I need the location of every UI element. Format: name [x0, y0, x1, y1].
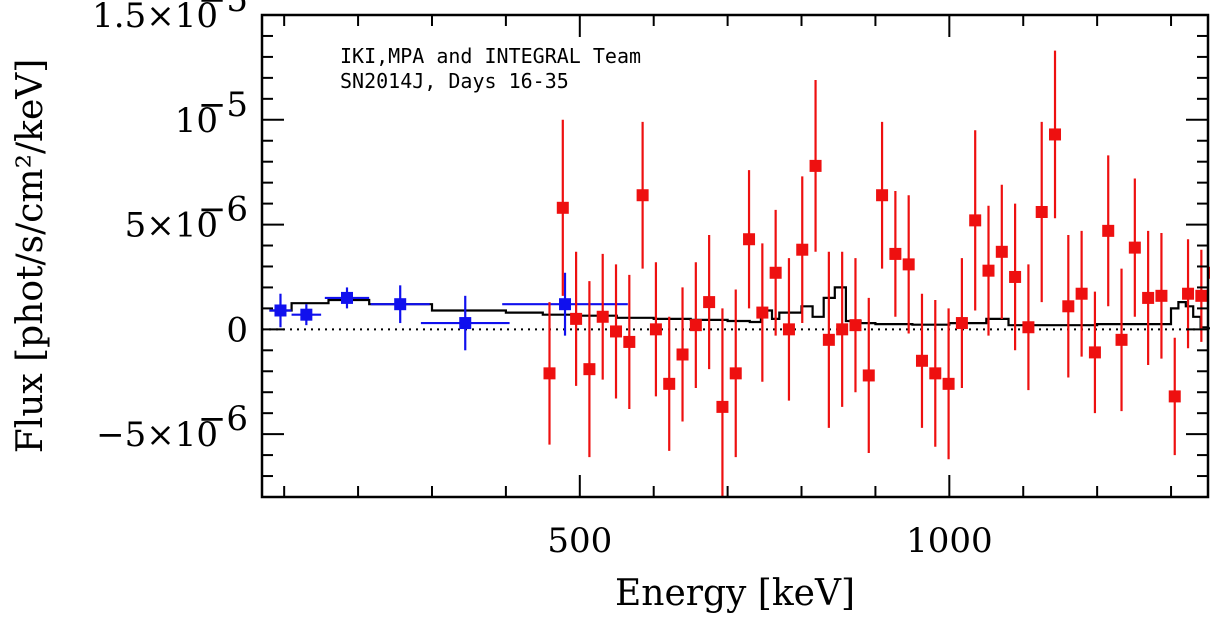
red-data-point	[663, 377, 676, 390]
red-data-point	[809, 159, 822, 172]
y-tick-label: 5×10	[125, 206, 218, 246]
blue-data-point	[459, 317, 472, 330]
red-data-point	[1022, 321, 1035, 334]
red-data-point	[1115, 333, 1128, 346]
red-data-point	[1195, 289, 1208, 302]
red-data-point	[703, 296, 716, 309]
y-tick-exponent: −5	[198, 0, 248, 20]
red-data-point	[543, 367, 556, 380]
axis-ticks	[262, 14, 1208, 497]
red-data-point	[876, 189, 889, 202]
red-data-point	[995, 245, 1008, 258]
red-data-point	[796, 243, 809, 256]
red-data-point	[636, 189, 649, 202]
red-data-point	[769, 266, 782, 279]
red-data-point	[596, 310, 609, 323]
annotation-team: IKI,MPA and INTEGRAL Team	[340, 44, 641, 68]
blue-data-point	[394, 298, 407, 311]
red-data-point	[1062, 300, 1075, 313]
red-series	[543, 50, 1210, 497]
red-data-point	[1128, 241, 1141, 254]
y-tick-exponent: −6	[198, 399, 248, 439]
red-data-point	[1102, 224, 1115, 237]
red-data-point	[583, 363, 596, 376]
red-data-point	[955, 317, 968, 330]
blue-data-point	[340, 291, 353, 304]
y-axis-title: Flux [phot/s/cm²/keV]	[10, 59, 51, 454]
red-data-point	[1049, 128, 1062, 141]
y-tick-label: 0	[226, 310, 248, 350]
red-data-point	[1035, 205, 1048, 218]
red-data-point	[889, 247, 902, 260]
red-data-point	[1009, 270, 1022, 283]
red-data-point	[556, 201, 569, 214]
x-tick-label: 1000	[906, 521, 993, 561]
red-data-point	[743, 233, 756, 246]
annotation-target: SN2014J, Days 16-35	[340, 69, 569, 93]
red-data-point	[1142, 291, 1155, 304]
red-data-point	[836, 323, 849, 336]
y-tick-label: −5×10	[96, 415, 218, 455]
red-data-point	[902, 258, 915, 271]
blue-data-point	[274, 304, 287, 317]
blue-data-point	[559, 298, 572, 311]
red-data-point	[982, 264, 995, 277]
x-tick-labels: 500 1000	[547, 521, 992, 561]
y-tick-exponent: −5	[198, 85, 248, 125]
red-data-point	[689, 319, 702, 332]
red-data-point	[729, 367, 742, 380]
blue-series	[269, 272, 628, 351]
red-data-point	[1208, 266, 1210, 279]
red-data-point	[915, 354, 928, 367]
red-data-point	[623, 335, 636, 348]
red-data-point	[570, 312, 583, 325]
y-tick-exponent: −6	[198, 190, 248, 230]
red-data-point	[1088, 346, 1101, 359]
y-tick-labels: −6−5×100−65×10−510−51.5×10	[92, 0, 248, 455]
red-data-point	[782, 323, 795, 336]
red-data-point	[610, 325, 623, 338]
x-tick-label: 500	[547, 521, 612, 561]
red-data-point	[849, 319, 862, 332]
model-step-line	[269, 286, 1210, 330]
red-data-point	[716, 400, 729, 413]
y-tick-label: 10	[175, 101, 218, 141]
red-data-point	[649, 323, 662, 336]
red-data-point	[822, 333, 835, 346]
red-data-point	[929, 367, 942, 380]
red-data-point	[756, 306, 769, 319]
red-data-point	[676, 348, 689, 361]
red-data-point	[1075, 287, 1088, 300]
plot-frame	[260, 13, 1210, 499]
red-data-point	[1182, 287, 1195, 300]
model-curve	[269, 286, 1210, 330]
y-tick-label: 1.5×10	[92, 0, 218, 36]
red-data-point	[862, 369, 875, 382]
blue-data-point	[300, 308, 313, 321]
red-data-point	[1155, 289, 1168, 302]
red-data-point	[1168, 390, 1181, 403]
red-data-point	[942, 377, 955, 390]
red-data-point	[969, 214, 982, 227]
x-axis-title: Energy [keV]	[615, 573, 855, 614]
